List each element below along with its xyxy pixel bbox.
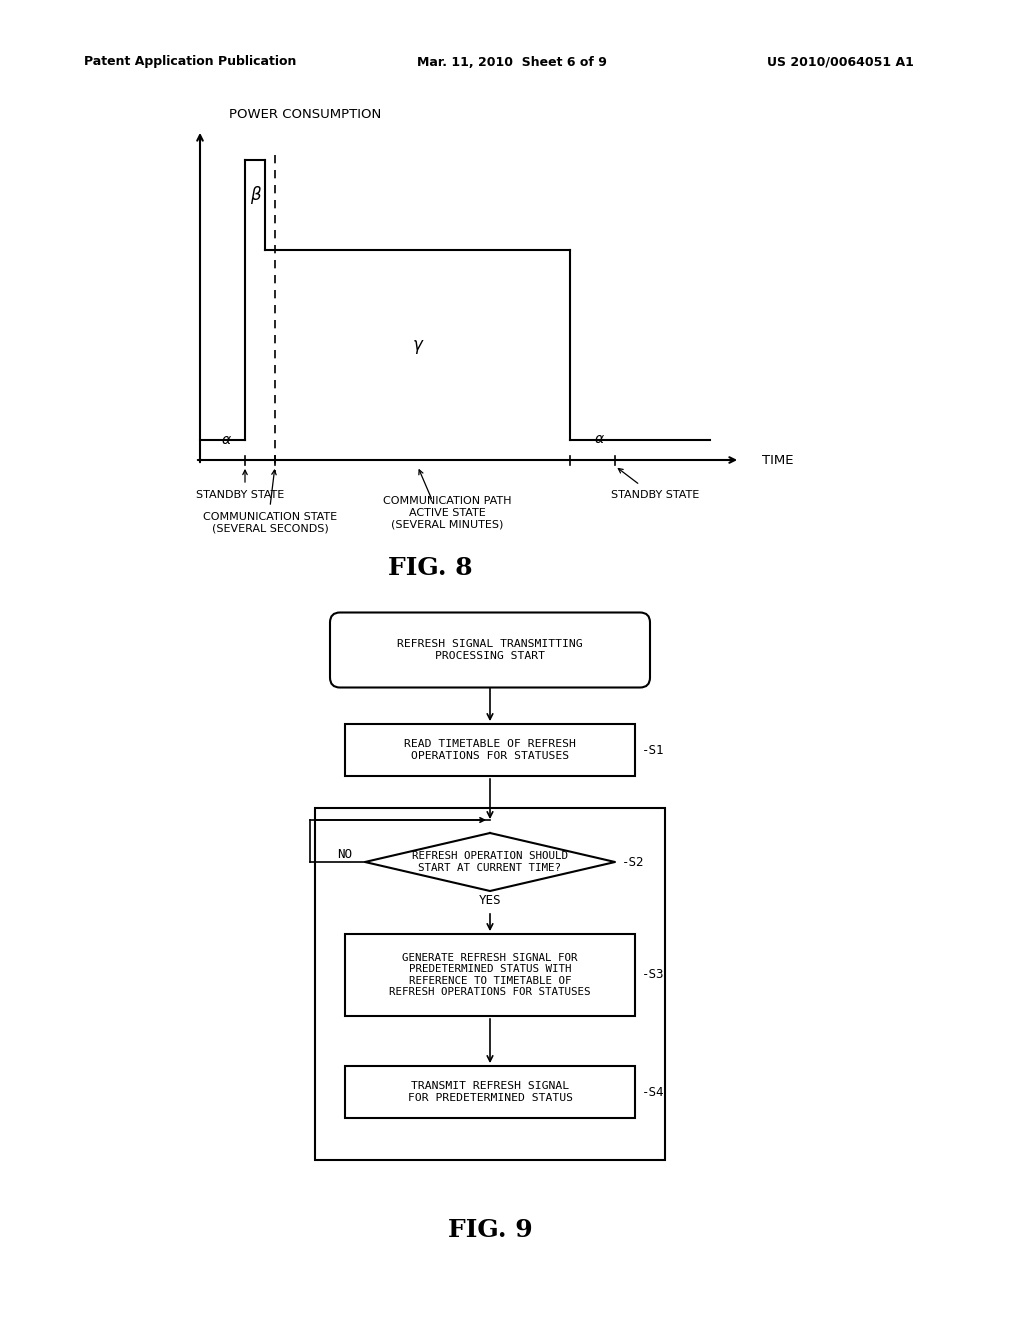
Text: α: α [595,432,604,446]
Text: -S3: -S3 [642,969,665,982]
Text: STANDBY STATE: STANDBY STATE [196,490,284,500]
FancyBboxPatch shape [330,612,650,688]
Text: -S1: -S1 [642,743,665,756]
Text: REFRESH SIGNAL TRANSMITTING
PROCESSING START: REFRESH SIGNAL TRANSMITTING PROCESSING S… [397,639,583,661]
Text: NO: NO [338,847,352,861]
Text: Patent Application Publication: Patent Application Publication [84,55,296,69]
Bar [345,935,635,1016]
Text: COMMUNICATION PATH
ACTIVE STATE
(SEVERAL MINUTES): COMMUNICATION PATH ACTIVE STATE (SEVERAL… [383,496,512,529]
Text: REFRESH OPERATION SHOULD
START AT CURRENT TIME?: REFRESH OPERATION SHOULD START AT CURREN… [412,851,568,873]
Bar [345,1067,635,1118]
Text: YES: YES [479,895,502,908]
Text: READ TIMETABLE OF REFRESH
OPERATIONS FOR STATUSES: READ TIMETABLE OF REFRESH OPERATIONS FOR… [404,739,575,760]
Bar [345,723,635,776]
Text: TIME: TIME [762,454,794,466]
Text: α: α [222,433,231,447]
Text: STANDBY STATE: STANDBY STATE [611,490,699,500]
Text: POWER CONSUMPTION: POWER CONSUMPTION [229,107,381,120]
Text: FIG. 8: FIG. 8 [388,556,472,579]
Text: -S2: -S2 [622,855,644,869]
Text: US 2010/0064051 A1: US 2010/0064051 A1 [767,55,913,69]
Text: -S4: -S4 [642,1085,665,1098]
Text: TRANSMIT REFRESH SIGNAL
FOR PREDETERMINED STATUS: TRANSMIT REFRESH SIGNAL FOR PREDETERMINE… [408,1081,572,1102]
Text: Mar. 11, 2010  Sheet 6 of 9: Mar. 11, 2010 Sheet 6 of 9 [417,55,607,69]
Text: COMMUNICATION STATE
(SEVERAL SECONDS): COMMUNICATION STATE (SEVERAL SECONDS) [203,512,337,533]
Text: FIG. 9: FIG. 9 [447,1218,532,1242]
Bar [315,808,665,1160]
Text: γ: γ [413,337,423,354]
Text: β: β [250,186,260,205]
Text: GENERATE REFRESH SIGNAL FOR
PREDETERMINED STATUS WITH
REFERENCE TO TIMETABLE OF
: GENERATE REFRESH SIGNAL FOR PREDETERMINE… [389,953,591,998]
